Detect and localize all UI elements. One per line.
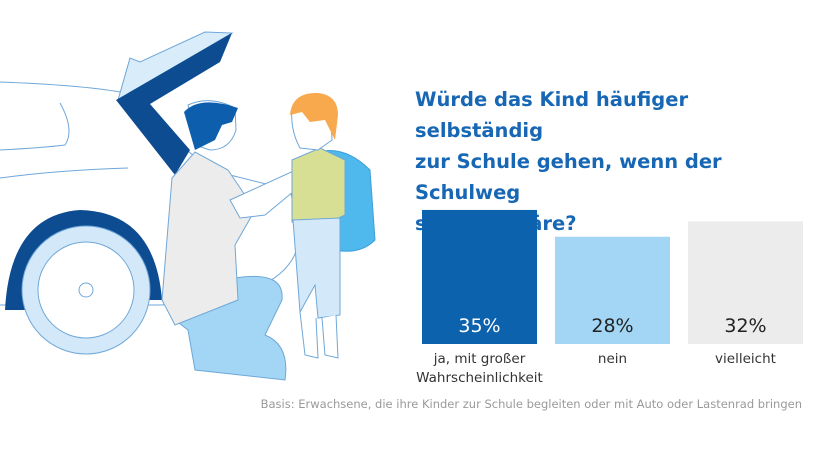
child-hair	[290, 92, 338, 140]
wheel-hub	[78, 282, 94, 298]
car-belt-line	[0, 167, 129, 179]
bar	[688, 221, 803, 344]
bar	[555, 236, 670, 344]
title-line: Würde das Kind häufiger selbständig	[415, 88, 689, 142]
category-label: nein	[598, 351, 627, 367]
data-label: 32%	[724, 315, 766, 337]
category-label: Wahrscheinlichkeit	[416, 370, 543, 386]
trunk-lid-dark	[116, 33, 232, 175]
data-label: 28%	[591, 315, 633, 337]
category-label: ja, mit großer	[433, 351, 526, 367]
bar	[422, 209, 537, 344]
title-line: zur Schule gehen, wenn der Schulweg	[415, 150, 722, 204]
category-label: vielleicht	[715, 351, 776, 367]
illustration-parent-child-car	[0, 31, 376, 381]
wheel-arch	[5, 210, 162, 310]
father-hair	[184, 102, 238, 150]
father-arm	[229, 167, 306, 219]
footnote: Basis: Erwachsene, die ihre Kinder zur S…	[260, 397, 802, 411]
car-window-line	[0, 102, 70, 151]
father-shirt	[161, 151, 256, 326]
child-legs	[299, 311, 339, 359]
data-label: 35%	[458, 315, 500, 337]
